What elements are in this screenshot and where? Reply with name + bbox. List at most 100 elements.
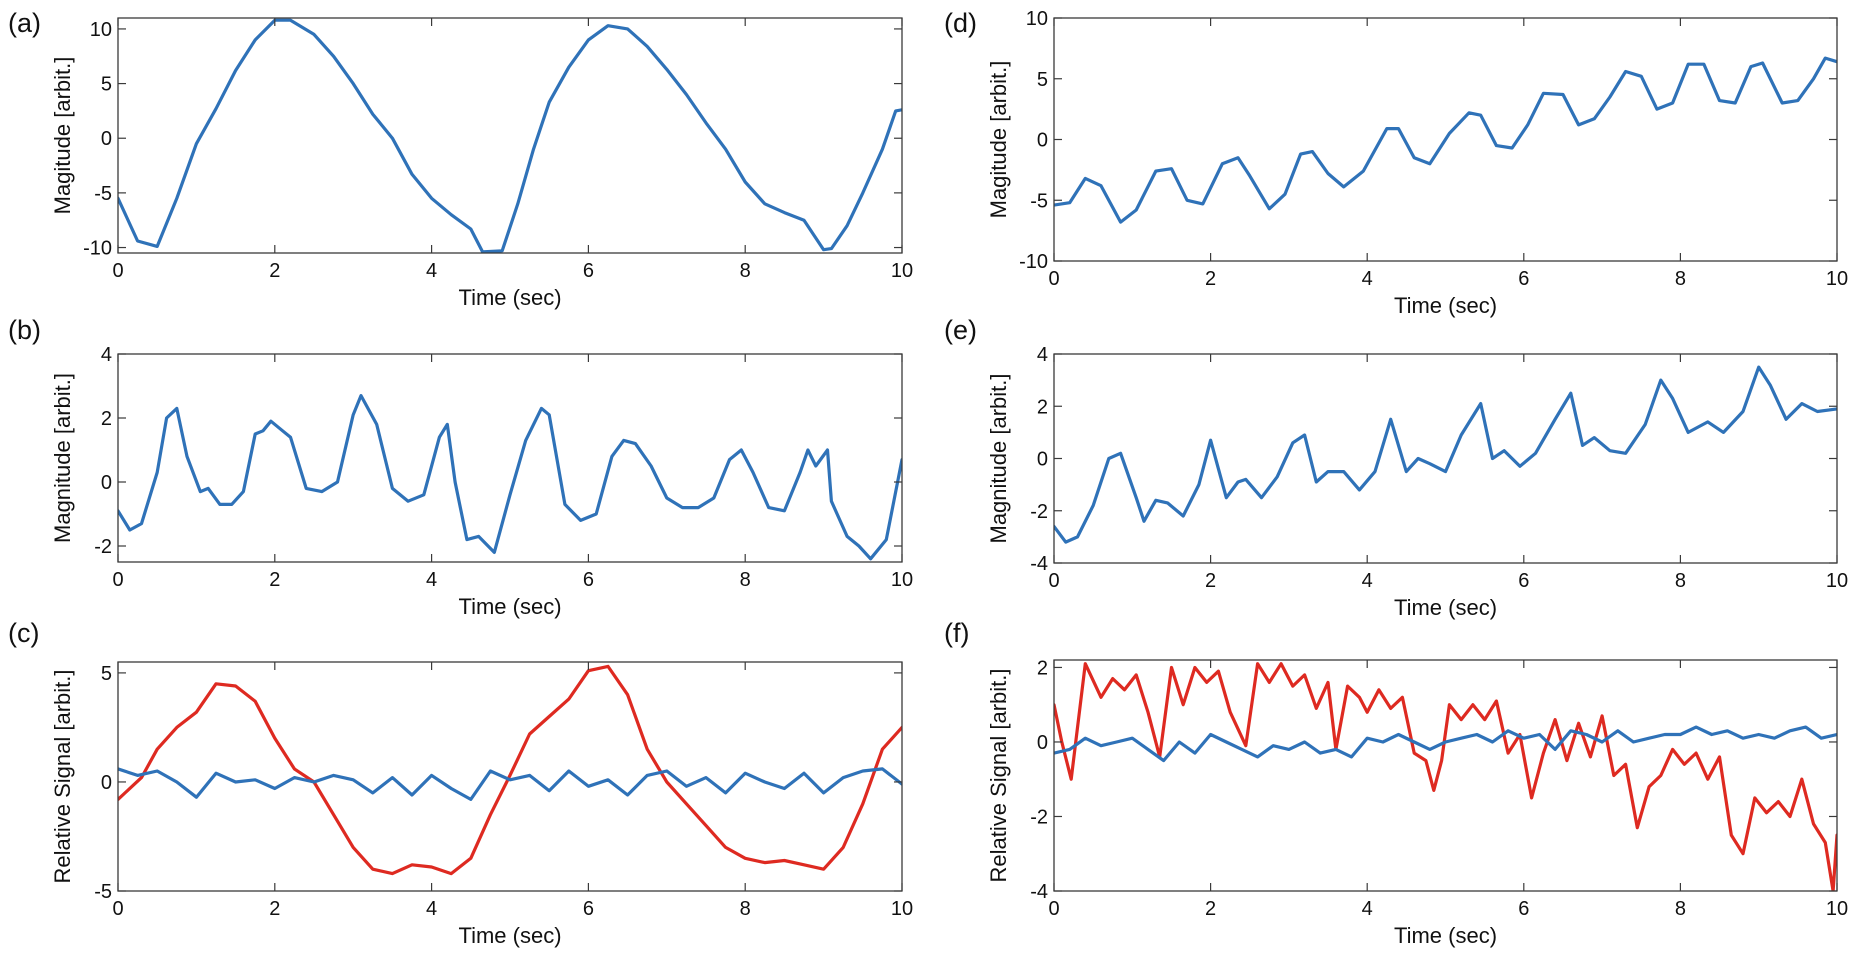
x-tick-label: 4 [1362,268,1373,290]
y-tick-label: 0 [1037,449,1048,471]
y-axis-label: Relative Signal [arbit.] [50,670,75,884]
x-tick-label: 4 [426,898,437,920]
plot-frame [117,661,903,892]
y-tick-label: 10 [90,19,112,41]
panel-a: (a) 0 2 4 6 8 10 -10 -5 0 5 10 Time (sec) Magitude [a… [8,8,913,310]
y-axis-label: Magitude [arbit.] [986,61,1011,219]
x-tick-label: 8 [1675,898,1686,920]
panel-label: (d) [944,8,977,38]
y-tick-label: -10 [83,238,112,260]
panel-label: (c) [8,618,39,648]
x-tick-label: 0 [1048,268,1059,290]
x-tick-label: 4 [1362,570,1373,592]
x-tick-label: 6 [583,898,594,920]
series-signal-line [118,18,902,253]
x-tick-label: 10 [891,260,913,282]
x-tick-label: 2 [1205,268,1216,290]
x-axis-label: Time (sec) [1394,595,1497,620]
x-tick-label: 2 [269,569,280,591]
x-tick-label: 2 [1205,570,1216,592]
x-tick-label: 8 [1675,268,1686,290]
x-tick-label: 0 [112,260,123,282]
plot-frame [1053,353,1838,564]
x-tick-label: 6 [1518,898,1529,920]
series-signal-line [118,394,902,561]
y-tick-label: 4 [101,344,112,366]
y-tick-label: 5 [101,663,112,685]
plot-frame [117,17,903,254]
x-tick-label: 6 [583,569,594,591]
y-axis-label: Relative Signal [arbit.] [986,669,1011,883]
y-tick-label: -5 [94,183,112,205]
y-tick-label: 0 [101,128,112,150]
y-tick-label: -4 [1030,553,1048,575]
x-tick-label: 8 [1675,570,1686,592]
x-axis-label: Time (sec) [458,594,561,619]
panel-label: (f) [944,618,969,648]
y-tick-label: 5 [1037,69,1048,91]
plot-frame [1053,659,1838,892]
panel-label: (a) [8,8,41,38]
x-axis-label: Time (sec) [458,285,561,310]
panel-e: (e) 0 2 4 6 8 10 -4 -2 0 2 4 Time (sec) Magnitude [ar… [944,315,1848,620]
y-tick-label: -2 [1030,501,1048,523]
y-tick-label: -5 [94,881,112,903]
x-tick-label: 8 [740,569,751,591]
y-tick-label: -4 [1030,881,1048,903]
x-tick-label: 10 [1826,570,1848,592]
y-tick-label: 0 [101,472,112,494]
x-tick-label: 8 [740,898,751,920]
x-tick-label: 0 [112,898,123,920]
y-tick-label: -5 [1030,190,1048,212]
y-tick-label: -10 [1019,251,1048,273]
y-tick-label: 10 [1026,8,1048,30]
y-tick-label: -2 [94,536,112,558]
y-axis-label: Magitude [arbit.] [50,57,75,215]
series-blue-line [118,767,902,802]
y-tick-label: 0 [1037,732,1048,754]
plot-frame [117,353,903,563]
panel-d: (d) 0 2 4 6 8 10 -10 -5 0 5 10 Time (sec) Magitude [a… [944,8,1848,318]
series-signal-line [1054,365,1837,544]
x-tick-label: 2 [269,898,280,920]
x-tick-label: 10 [891,898,913,920]
x-tick-label: 4 [1362,898,1373,920]
x-tick-label: 10 [1826,268,1848,290]
panel-label: (b) [8,315,41,345]
x-tick-label: 6 [1518,268,1529,290]
x-axis-label: Time (sec) [1394,923,1497,948]
x-tick-label: 0 [112,569,123,591]
y-tick-label: 0 [1037,130,1048,152]
y-tick-label: -2 [1030,806,1048,828]
x-tick-label: 2 [269,260,280,282]
y-axis-label: Magnitude [arbit.] [50,373,75,543]
x-axis-label: Time (sec) [1394,293,1497,318]
x-tick-label: 8 [740,260,751,282]
y-tick-label: 2 [1037,657,1048,679]
x-tick-label: 4 [426,569,437,591]
series-blue-line [1054,725,1837,763]
y-tick-label: 4 [1037,344,1048,366]
x-axis-label: Time (sec) [458,923,561,948]
series-red-line [1054,662,1837,891]
y-tick-label: 2 [1037,396,1048,418]
x-tick-label: 6 [1518,570,1529,592]
y-tick-label: 2 [101,408,112,430]
x-tick-label: 2 [1205,898,1216,920]
x-tick-label: 10 [1826,898,1848,920]
x-tick-label: 6 [583,260,594,282]
y-axis-label: Magnitude [arbit.] [986,374,1011,544]
x-tick-label: 4 [426,260,437,282]
panel-f: (f) 0 2 4 6 8 10 -4 -2 0 2 Time (sec) Relative Signa… [944,618,1848,948]
x-tick-label: 0 [1048,898,1059,920]
series-red-line [118,664,902,876]
y-tick-label: 0 [101,772,112,794]
x-tick-label: 0 [1048,570,1059,592]
y-tick-label: 5 [101,74,112,96]
panel-label: (e) [944,315,977,345]
x-tick-label: 10 [891,569,913,591]
series-signal-line [1054,56,1837,224]
